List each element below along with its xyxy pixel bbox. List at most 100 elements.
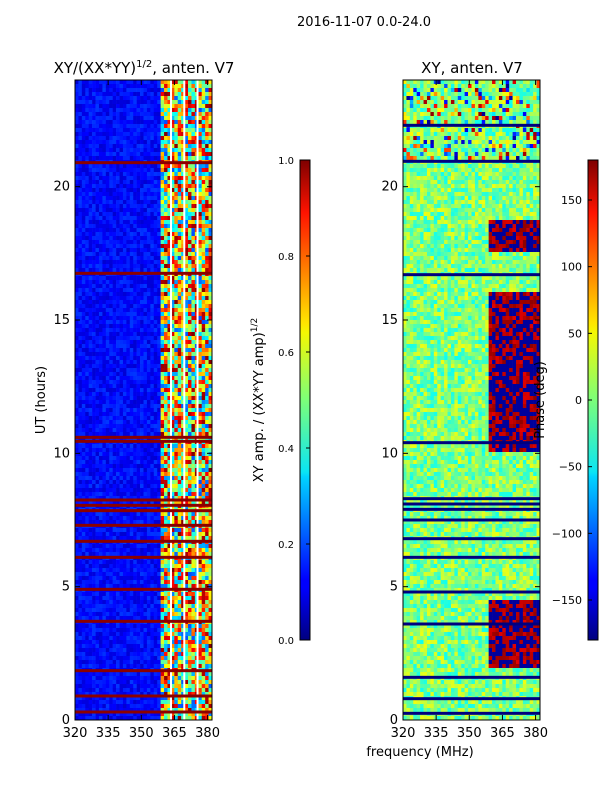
heatmap-cell (92, 172, 96, 177)
heatmap-cell (105, 212, 110, 217)
heatmap-cell (177, 576, 182, 581)
heatmap-cell (170, 200, 175, 205)
heatmap-cell (143, 196, 148, 201)
heatmap-cell (177, 564, 182, 569)
heatmap-cell (88, 356, 93, 361)
heatmap-cell (146, 344, 151, 349)
heatmap-cell (112, 288, 117, 293)
heatmap-cell (177, 176, 182, 181)
heatmap-cell (170, 100, 175, 105)
heatmap-cell (140, 168, 144, 173)
heatmap-cell (75, 148, 79, 153)
heatmap-cell (102, 144, 107, 149)
heatmap-cell (122, 460, 127, 465)
heatmap-cell (201, 572, 206, 577)
heatmap-cell (119, 500, 124, 505)
heatmap-cell (201, 332, 206, 337)
heatmap-cell (184, 212, 189, 217)
heatmap-cell (112, 196, 117, 201)
heatmap-cell (170, 384, 175, 389)
heatmap-cell (208, 296, 213, 301)
heatmap-cell (75, 340, 79, 345)
heatmap-cell (122, 412, 127, 417)
heatmap-cell (198, 552, 203, 557)
heatmap-cell (140, 144, 144, 149)
heatmap-cell (116, 216, 120, 221)
heatmap-cell (140, 116, 144, 121)
heatmap-cell (191, 564, 196, 569)
heatmap-cell (95, 264, 100, 269)
heatmap-cell (143, 172, 148, 177)
heatmap-cell (146, 232, 151, 237)
heatmap-cell (122, 568, 127, 573)
heatmap-cell (184, 320, 189, 325)
heatmap-cell (177, 156, 182, 161)
heatmap-cell (170, 140, 175, 145)
heatmap-cell (191, 212, 196, 217)
heatmap-cell (95, 224, 100, 229)
heatmap-cell (116, 240, 120, 245)
heatmap-cell (188, 572, 192, 577)
heatmap-cell (112, 248, 117, 253)
heatmap-cell (126, 424, 131, 429)
heatmap-cell (129, 284, 134, 289)
heatmap-cell (188, 448, 192, 453)
heatmap-cell (78, 516, 83, 521)
heatmap-cell (164, 240, 168, 245)
heatmap-cell (122, 248, 127, 253)
heatmap-cell (170, 548, 175, 553)
heatmap-cell (105, 452, 110, 457)
heatmap-cell (88, 364, 93, 369)
heatmap-cell (167, 512, 172, 517)
heatmap-cell (102, 360, 107, 365)
heatmap-cell (177, 220, 182, 225)
heatmap-cell (174, 184, 179, 189)
heatmap-cell (201, 308, 206, 313)
heatmap-cell (188, 476, 192, 481)
heatmap-cell (191, 116, 196, 121)
heatmap-cell (164, 480, 168, 485)
heatmap-cell (122, 536, 127, 541)
heatmap-cell (205, 92, 209, 97)
heatmap-cell (112, 92, 117, 97)
heatmap-cell (191, 396, 196, 401)
heatmap-cell (78, 428, 83, 433)
heatmap-cell (188, 220, 192, 225)
heatmap-cell (153, 316, 158, 321)
heatmap-cell (167, 472, 172, 477)
heatmap-cell (153, 412, 158, 417)
heatmap-cell (126, 496, 131, 501)
heatmap-cell (150, 232, 155, 237)
heatmap-cell (181, 444, 185, 449)
heatmap-cell (112, 456, 117, 461)
heatmap-cell (81, 360, 86, 365)
heatmap-cell (133, 384, 137, 389)
heatmap-cell (191, 364, 196, 369)
heatmap-cell (109, 416, 113, 421)
heatmap-cell (177, 144, 182, 149)
heatmap-cell (177, 408, 182, 413)
heatmap-cell (174, 428, 179, 433)
heatmap-cell (109, 500, 113, 505)
heatmap-cell (109, 576, 113, 581)
heatmap-cell (167, 164, 172, 169)
heatmap-cell (181, 168, 185, 173)
heatmap-cell (160, 488, 165, 493)
heatmap-cell (181, 164, 185, 169)
heatmap-cell (188, 96, 192, 101)
heatmap-cell (198, 416, 203, 421)
heatmap-cell (167, 184, 172, 189)
heatmap-cell (136, 200, 141, 205)
heatmap-cell (160, 288, 165, 293)
heatmap-cell (133, 80, 137, 85)
heatmap-cell (164, 316, 168, 321)
heatmap-cell (85, 112, 89, 117)
heatmap-cell (88, 468, 93, 473)
heatmap-cell (164, 300, 168, 305)
heatmap-cell (81, 404, 86, 409)
heatmap-cell (181, 260, 185, 265)
heatmap-cell (112, 136, 117, 141)
heatmap-cell (102, 192, 107, 197)
heatmap-cell (146, 228, 151, 233)
heatmap-cell (198, 424, 203, 429)
